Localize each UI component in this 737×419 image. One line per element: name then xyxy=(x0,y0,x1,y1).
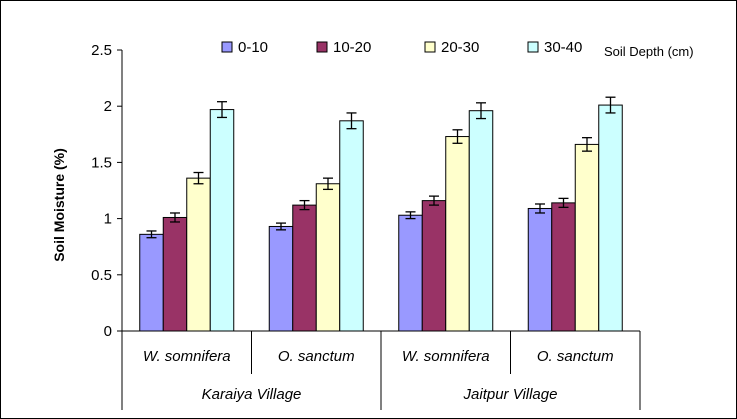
legend-label: 10-20 xyxy=(333,39,371,56)
y-axis-label: Soil Moisture (%) xyxy=(51,148,67,262)
bar-0-10-1 xyxy=(268,225,294,332)
bar-20-30-3 xyxy=(574,143,600,332)
x-category-label: W. somnifera xyxy=(143,348,231,365)
bar-30-40-0 xyxy=(209,109,235,332)
bar-20-30-1 xyxy=(315,183,341,332)
legend: 0-10 10-20 20-30 30-40 Soil Depth (cm) xyxy=(221,39,694,59)
bar-30-40-2 xyxy=(468,110,494,332)
x-axis-labels: W. somnifera O. sanctum W. somnifera O. san… xyxy=(121,331,641,410)
legend-label: 20-30 xyxy=(441,39,479,56)
legend-swatch xyxy=(424,41,436,53)
bar-20-30-0 xyxy=(186,177,211,332)
legend-swatch xyxy=(316,41,328,53)
x-group-label: Karaiya Village xyxy=(202,386,302,403)
legend-label: 30-40 xyxy=(544,39,582,56)
bar-30-40-1 xyxy=(339,120,364,332)
bar-0-10-0 xyxy=(139,233,164,332)
x-category-label: O. sanctum xyxy=(537,348,614,365)
x-category-label: O. sanctum xyxy=(278,348,355,365)
legend-label: 0-10 xyxy=(238,39,268,56)
y-tick-label: 1.5 xyxy=(91,154,112,171)
y-tick-label: 0.5 xyxy=(91,267,112,284)
bars xyxy=(139,104,623,332)
bar-10-20-1 xyxy=(292,204,317,332)
bar-10-20-0 xyxy=(162,216,188,332)
bar-20-30-2 xyxy=(445,136,470,332)
bar-0-10-3 xyxy=(527,207,553,332)
y-tick-label: 1 xyxy=(104,211,112,228)
legend-title: Soil Depth (cm) xyxy=(604,44,694,59)
bar-0-10-2 xyxy=(398,214,423,332)
y-tick-label: 2.5 xyxy=(91,42,112,59)
y-tick-label: 2 xyxy=(104,98,112,115)
y-tick-label: 0 xyxy=(104,323,112,340)
x-group-label: Jaitpur Village xyxy=(463,386,558,403)
legend-swatch xyxy=(527,41,539,53)
error-bars xyxy=(146,96,616,239)
bar-10-20-2 xyxy=(421,200,447,332)
x-category-label: W. somnifera xyxy=(402,348,490,365)
bar-30-40-3 xyxy=(598,104,623,332)
bar-10-20-3 xyxy=(551,202,576,332)
legend-swatch xyxy=(221,41,233,53)
